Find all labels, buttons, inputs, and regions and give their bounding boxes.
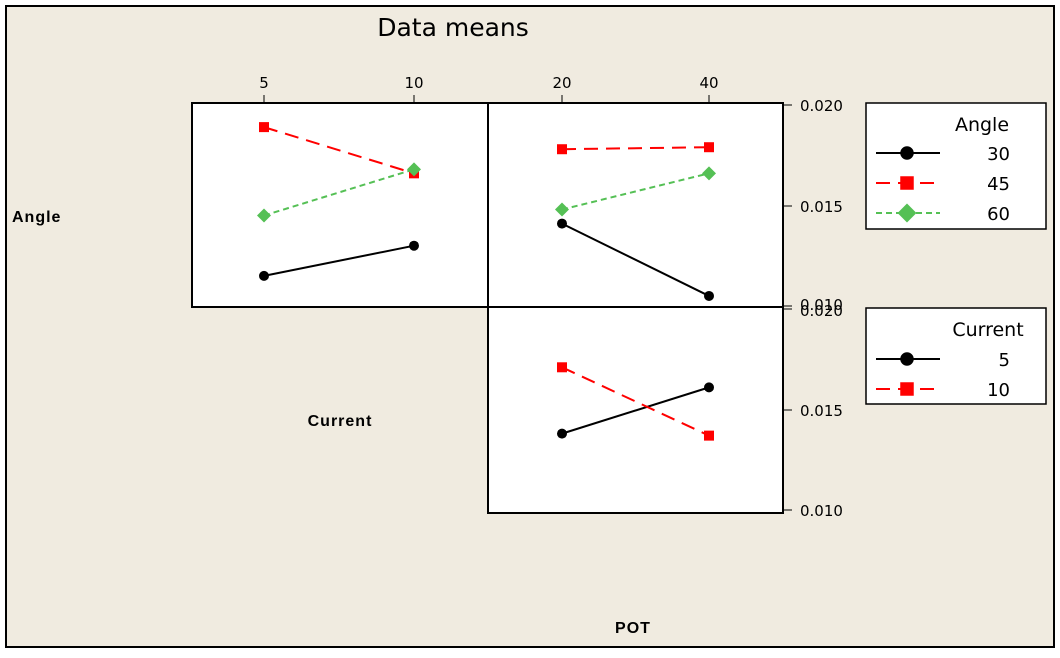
y-tick-label-bottom-0.010: 0.010 xyxy=(800,502,843,520)
panel-pot-by-angle xyxy=(487,102,784,308)
series-line-pot-by-angle-60 xyxy=(561,172,710,211)
legend-entry-60: 60 xyxy=(987,204,1010,225)
legend-entry-10: 10 xyxy=(987,380,1010,401)
data-point-current-by-angle-60-0 xyxy=(257,208,271,223)
data-point-pot-by-current-5-1 xyxy=(704,382,714,393)
data-point-pot-by-angle-30-0 xyxy=(557,218,567,229)
legend-marker-30 xyxy=(900,146,914,160)
data-point-current-by-angle-30-0 xyxy=(259,270,269,281)
chart-title: Data means xyxy=(377,13,529,42)
series-line-pot-by-angle-45 xyxy=(561,146,710,151)
legend-marker-45 xyxy=(900,176,914,190)
y-tick-label-top-0.015: 0.015 xyxy=(800,198,843,216)
data-point-current-by-angle-60-1 xyxy=(407,162,421,177)
data-point-current-by-angle-30-1 xyxy=(409,240,419,251)
data-point-pot-by-angle-60-0 xyxy=(555,202,569,217)
series-line-current-by-angle-30 xyxy=(263,244,415,277)
series-line-current-by-angle-45 xyxy=(263,126,415,175)
legend-angle-title: Angle xyxy=(955,114,1009,136)
factor-label-current: Current xyxy=(308,413,373,430)
y-tick-label-bottom-0.015: 0.015 xyxy=(800,402,843,420)
legend-entry-30: 30 xyxy=(987,144,1010,165)
y-tick-label-top-0.020: 0.020 xyxy=(800,97,843,115)
x-tick-label-current-5: 5 xyxy=(259,74,269,92)
data-point-pot-by-angle-45-1 xyxy=(704,142,714,153)
panel-current-by-angle xyxy=(191,102,489,308)
factor-label-pot: POT xyxy=(615,620,651,637)
legend-marker-60 xyxy=(897,203,917,223)
data-point-pot-by-current-10-1 xyxy=(704,430,714,441)
series-layer xyxy=(257,122,716,441)
data-point-pot-by-angle-60-1 xyxy=(702,166,716,181)
legend-entry-5: 5 xyxy=(999,350,1010,371)
data-point-pot-by-angle-45-0 xyxy=(557,144,567,155)
x-tick-label-pot-40: 40 xyxy=(699,74,718,92)
x-tick-label-current-10: 10 xyxy=(404,74,423,92)
data-point-pot-by-angle-30-1 xyxy=(704,290,714,301)
legend-angle xyxy=(865,102,1047,230)
series-line-pot-by-angle-30 xyxy=(561,222,710,297)
x-tick-label-pot-20: 20 xyxy=(552,74,571,92)
legend-marker-10 xyxy=(900,382,914,396)
legend-current-entries: 510 xyxy=(876,350,1010,401)
data-point-pot-by-current-5-0 xyxy=(557,428,567,439)
y-tick-label-bottom-0.020: 0.020 xyxy=(800,302,843,320)
series-line-pot-by-current-10 xyxy=(561,366,710,437)
y-tick-label-top-0.010: 0.010 xyxy=(800,296,843,314)
legend-marker-5 xyxy=(900,352,914,366)
legend-current-title: Current xyxy=(952,319,1023,341)
legend-entry-45: 45 xyxy=(987,174,1010,195)
data-point-current-by-angle-45-0 xyxy=(259,122,269,133)
series-line-current-by-angle-60 xyxy=(263,168,415,217)
factor-label-angle: Angle xyxy=(12,209,61,226)
series-line-pot-by-current-5 xyxy=(561,386,710,435)
data-point-pot-by-current-10-0 xyxy=(557,362,567,373)
legend-angle-entries: 30 45 60 xyxy=(876,144,1010,225)
legend-current xyxy=(865,307,1047,405)
